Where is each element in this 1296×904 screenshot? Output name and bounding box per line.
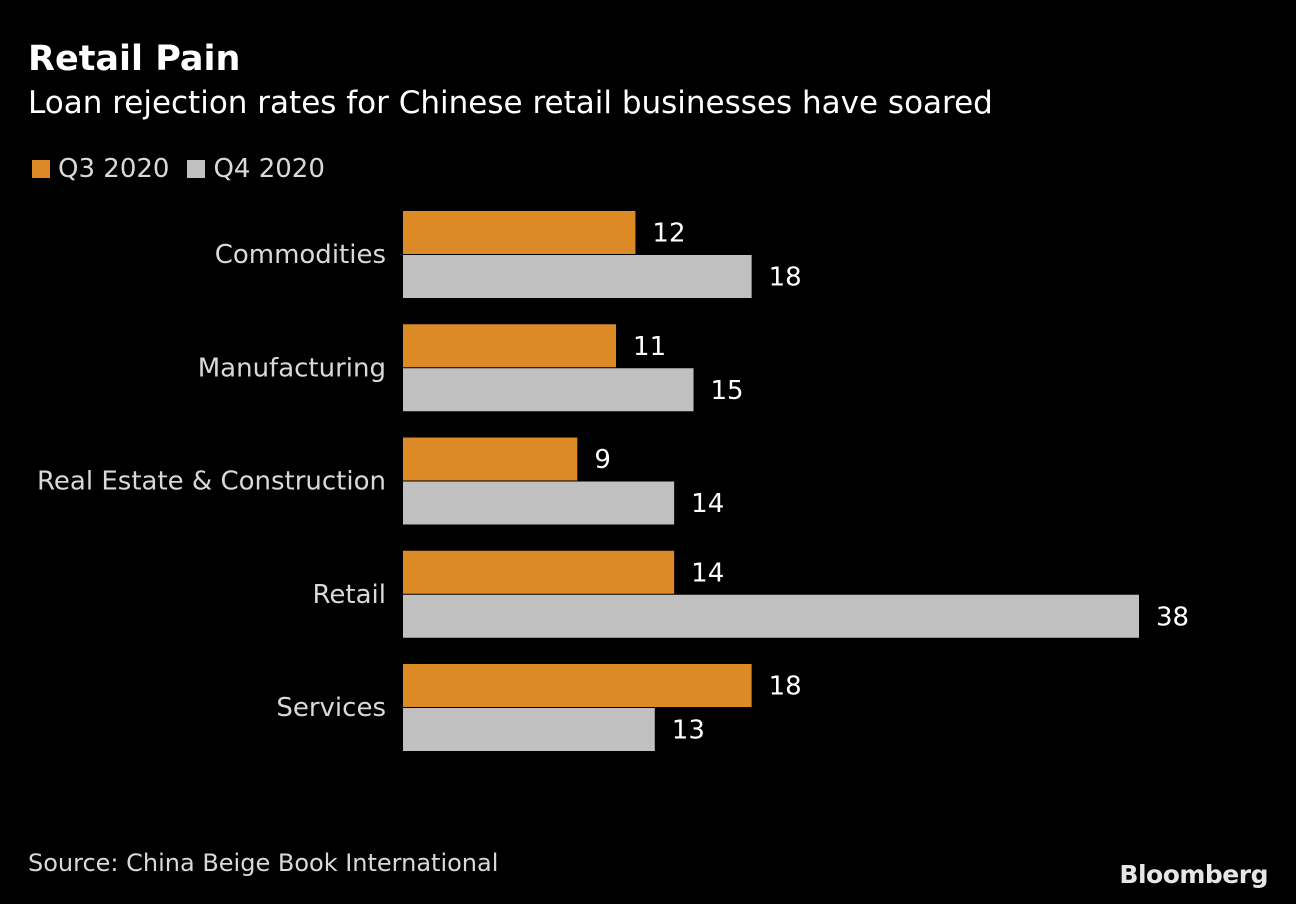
data-label-retail-q4: 38: [1156, 602, 1189, 632]
category-label-manufacturing: Manufacturing: [198, 353, 386, 383]
legend: Q3 2020 Q4 2020: [32, 154, 343, 184]
bar-commodities-q3: [403, 211, 636, 254]
category-label-real-estate-construction: Real Estate & Construction: [37, 467, 386, 497]
data-label-manufacturing-q4: 15: [711, 376, 744, 406]
chart-subtitle: Loan rejection rates for Chinese retail …: [28, 85, 993, 121]
bar-manufacturing-q3: [403, 324, 617, 368]
data-label-real-estate-construction-q4: 14: [691, 489, 724, 519]
data-label-real-estate-construction-q3: 9: [594, 445, 611, 475]
legend-item-q3: Q3 2020: [32, 154, 169, 184]
legend-item-q4: Q4 2020: [187, 154, 325, 184]
bar-chart: Commodities 12 18 Manufacturing 11 15 Real Est…: [37, 211, 1189, 751]
data-label-manufacturing-q3: 11: [633, 332, 666, 362]
bar-services-q3: [403, 664, 752, 707]
legend-label-q4: Q4 2020: [213, 154, 325, 184]
bar-commodities-q4: [403, 255, 752, 298]
bar-manufacturing-q4: [403, 368, 694, 412]
bar-retail-q4: [403, 594, 1139, 638]
legend-swatch-q3: [32, 160, 50, 178]
data-label-retail-q3: 14: [691, 558, 724, 588]
bar-retail-q3: [403, 550, 675, 594]
bar-services-q4: [403, 708, 655, 751]
bar-real-estate-construction-q3: [403, 437, 578, 481]
source-note: Source: China Beige Book International: [28, 849, 499, 877]
legend-swatch-q4: [187, 160, 206, 178]
data-label-services-q4: 13: [672, 716, 705, 746]
category-label-commodities: Commodities: [215, 240, 386, 270]
category-label-services: Services: [276, 693, 386, 723]
bloomberg-logo: Bloomberg: [1119, 860, 1268, 889]
chart-title: Retail Pain: [28, 39, 241, 79]
legend-label-q3: Q3 2020: [58, 154, 170, 184]
bar-real-estate-construction-q4: [403, 481, 675, 525]
category-label-retail: Retail: [313, 580, 386, 610]
data-label-commodities-q3: 12: [652, 219, 685, 249]
data-label-services-q3: 18: [769, 672, 802, 702]
data-label-commodities-q4: 18: [769, 263, 802, 293]
